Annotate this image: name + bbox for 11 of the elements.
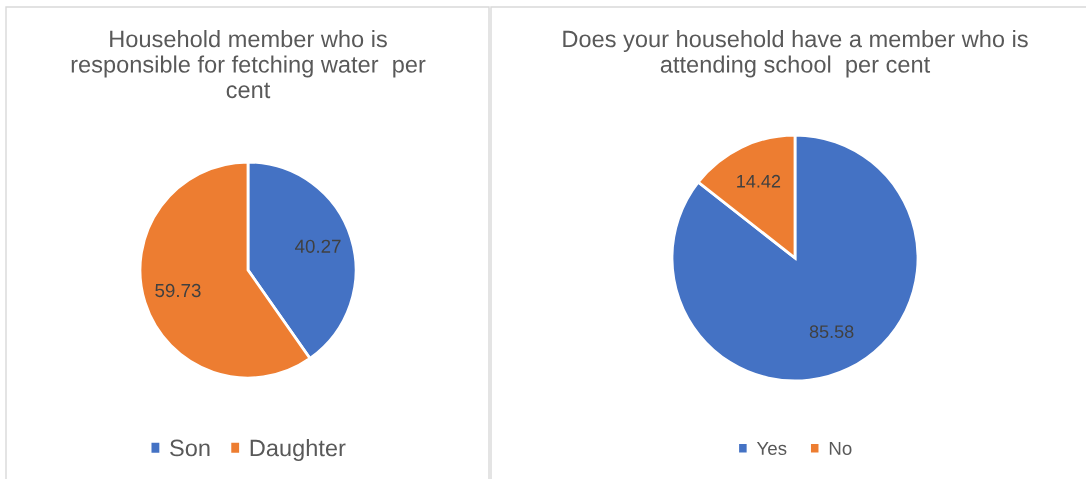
pie-slice: [670, 133, 920, 383]
chart-title: Does your household have a member who is attending school per cent: [563, 30, 1028, 78]
data-label: 85.58: [809, 325, 854, 339]
data-label: 59.73: [155, 283, 201, 298]
data-label: 40.27: [295, 239, 341, 253]
legend-label: Daughter: [250, 438, 346, 461]
legend-label: Son: [170, 439, 210, 457]
chart-title: Household member who is responsible for fetching water per cent: [71, 30, 426, 99]
legend-label: No: [829, 441, 852, 456]
legend-label: Yes: [756, 441, 787, 456]
data-label: 14.42: [737, 174, 781, 188]
